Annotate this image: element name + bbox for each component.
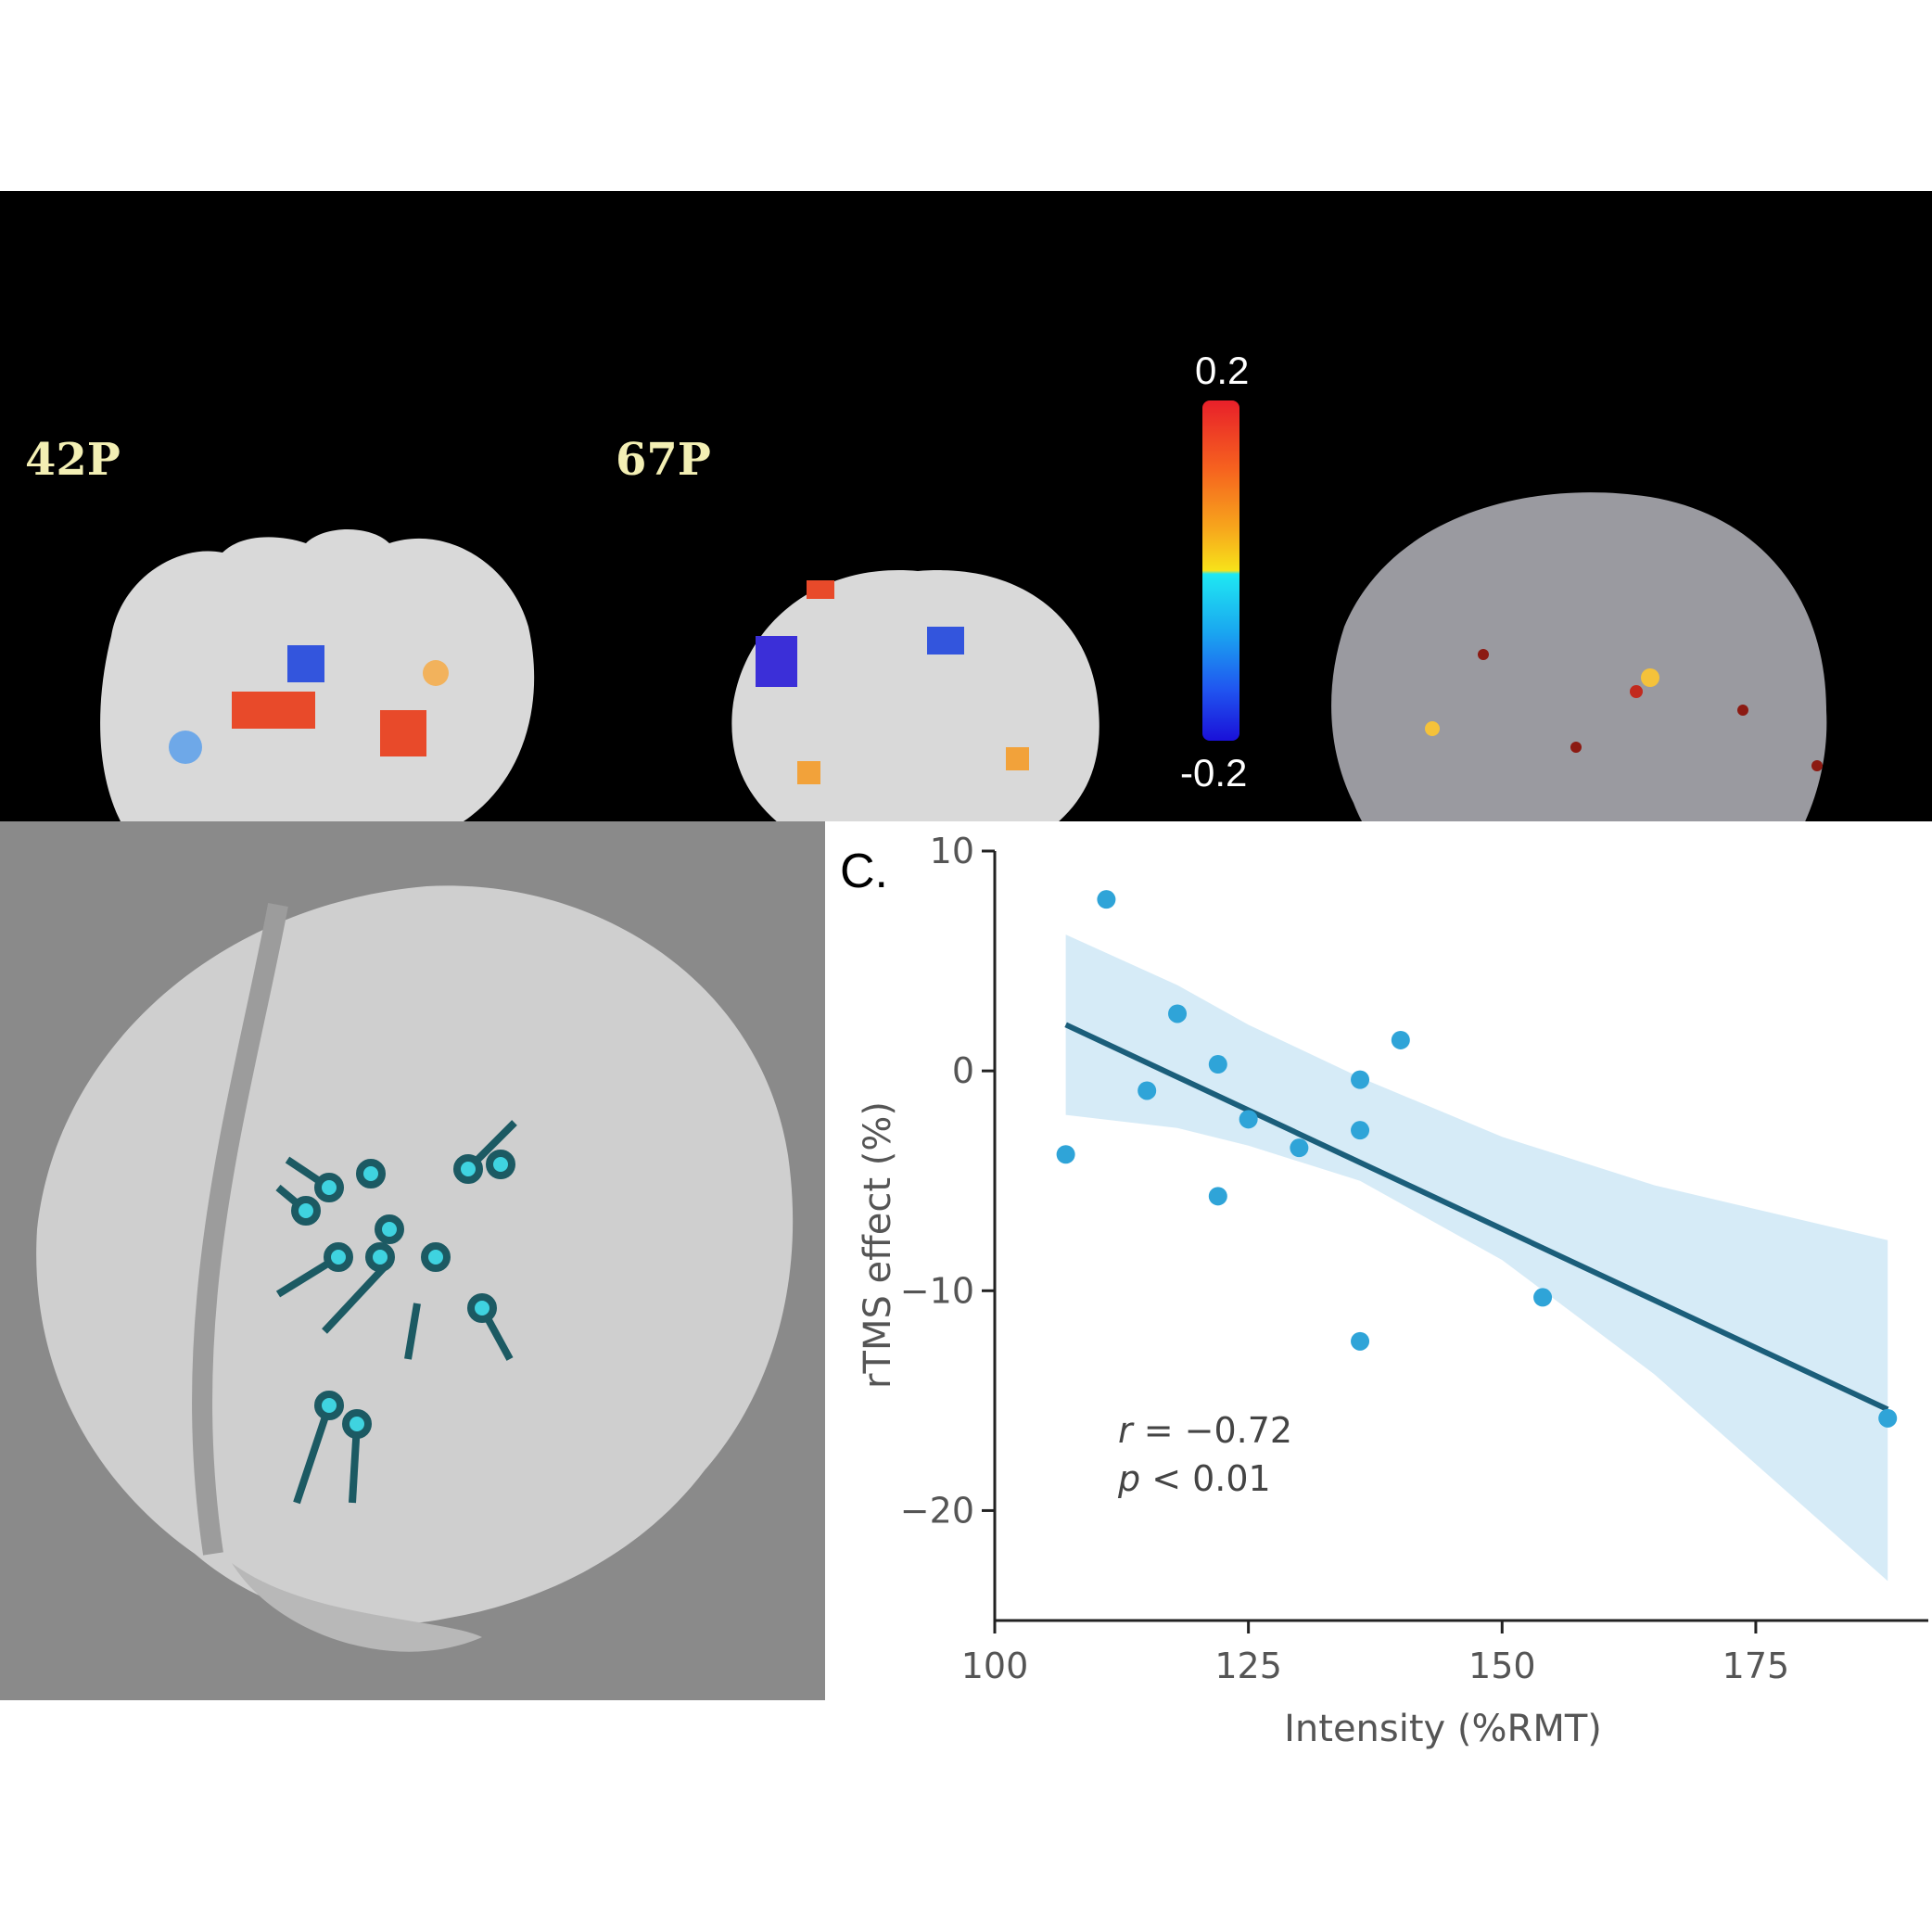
- y-tick-label: −10: [900, 1270, 974, 1311]
- y-tick-label: 10: [930, 831, 974, 871]
- data-point: [1533, 1288, 1553, 1307]
- data-point: [1208, 1055, 1227, 1074]
- 3d-brain-render: [1331, 492, 1827, 821]
- brain-slices-panel: 42P 67P: [0, 191, 1932, 821]
- data-point: [1391, 1030, 1410, 1049]
- y-tick-label: 0: [952, 1050, 974, 1091]
- brain-slices-image: [100, 492, 1827, 821]
- data-point: [1138, 1081, 1157, 1100]
- confidence-band: [1065, 934, 1888, 1582]
- p-annotation: p < 0.01: [1117, 1458, 1271, 1499]
- data-point: [1351, 1121, 1370, 1140]
- data-point: [1208, 1187, 1227, 1206]
- data-point: [1056, 1145, 1075, 1164]
- regression-line: [1064, 1022, 1889, 1413]
- slice-label-42p: 42P: [25, 434, 121, 486]
- x-tick-label: 175: [1722, 1646, 1790, 1686]
- coronal-slice-42p: [100, 529, 535, 821]
- data-point: [1290, 1138, 1309, 1158]
- slice-label-67p: 67P: [616, 434, 711, 486]
- x-tick-label: 125: [1214, 1646, 1282, 1686]
- colorbar: [1202, 400, 1239, 741]
- data-point: [1351, 1331, 1370, 1351]
- y-axis-label: rTMS effect (%): [857, 1101, 899, 1389]
- data-point: [1097, 890, 1116, 909]
- data-point: [1239, 1110, 1258, 1129]
- panel-label-c: C.: [840, 845, 888, 898]
- coil-orientation-panel: [0, 821, 825, 1700]
- coronal-slice-67p: [731, 570, 1099, 821]
- colorbar-min-label: -0.2: [1180, 751, 1248, 794]
- x-tick-label: 100: [961, 1646, 1029, 1686]
- x-tick-label: 150: [1468, 1646, 1536, 1686]
- data-point: [1878, 1408, 1898, 1428]
- r-annotation: r = −0.72: [1118, 1410, 1292, 1451]
- colorbar-max-label: 0.2: [1195, 349, 1250, 392]
- data-point: [1168, 1004, 1188, 1023]
- head-model-image: [36, 885, 794, 1652]
- y-tick-label: −20: [900, 1490, 974, 1531]
- x-axis-label: Intensity (%RMT): [1284, 1708, 1602, 1750]
- data-point: [1351, 1070, 1370, 1089]
